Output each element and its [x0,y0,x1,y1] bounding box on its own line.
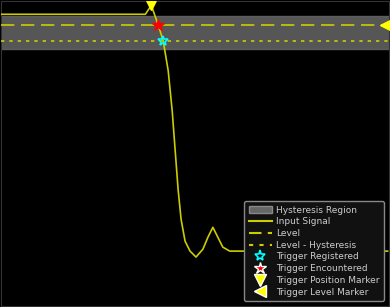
Legend: Hysteresis Region, Input Signal, Level, Level - Hysteresis, Trigger Registered, : Hysteresis Region, Input Signal, Level, … [245,201,384,301]
Bar [2,16,388,49]
